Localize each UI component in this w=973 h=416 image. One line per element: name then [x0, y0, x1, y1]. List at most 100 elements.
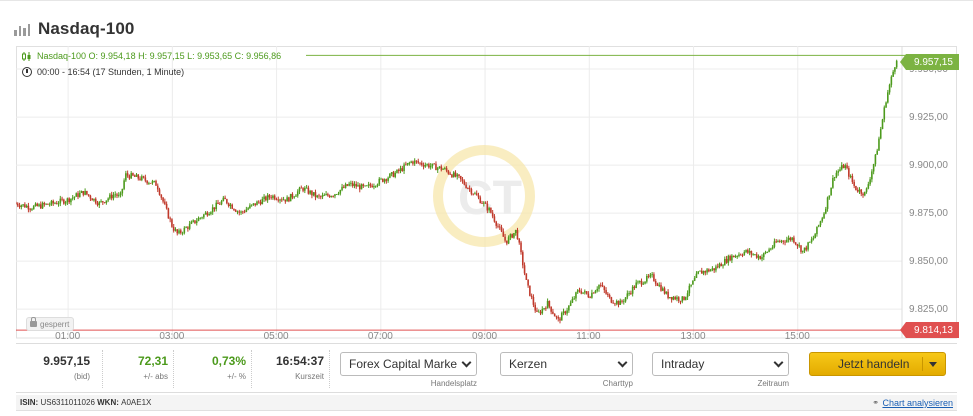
- candle-body: [617, 300, 620, 305]
- candle-body: [521, 252, 524, 266]
- footer: ISIN: US6311011026 WKN: A0AE1X ⚭ Chart a…: [16, 395, 957, 411]
- candle-body: [708, 269, 710, 272]
- candle-body: [436, 167, 439, 171]
- range-legend: 00:00 - 16:54 (17 Stunden, 1 Minute): [22, 67, 184, 77]
- period-select[interactable]: Intraday: [652, 352, 789, 376]
- candle-body: [451, 174, 453, 178]
- candle-body: [830, 187, 832, 196]
- candle-body: [286, 197, 288, 202]
- candle-body: [456, 174, 459, 177]
- candle-body: [117, 194, 120, 196]
- candle-body: [518, 239, 521, 243]
- candle-body: [40, 204, 42, 209]
- candle-body: [378, 178, 381, 185]
- candle-body: [507, 237, 510, 244]
- candle-body: [66, 198, 69, 203]
- candle-body: [638, 280, 641, 282]
- candle-body: [699, 270, 701, 272]
- candle-body: [112, 194, 115, 199]
- candle-body: [415, 160, 418, 162]
- candle-body: [385, 179, 388, 181]
- candle-body: [509, 234, 512, 238]
- candle-body: [688, 285, 691, 294]
- candle-body: [169, 218, 171, 220]
- candle-body: [585, 291, 588, 294]
- select-value: Intraday: [661, 357, 705, 371]
- candle-body: [151, 181, 154, 184]
- candle-body: [257, 201, 260, 203]
- candle-body: [755, 254, 758, 258]
- candle-body: [647, 276, 650, 277]
- candle-body: [371, 185, 373, 188]
- candle-body: [474, 193, 476, 195]
- candle-body: [438, 166, 441, 168]
- candle-body: [20, 205, 23, 207]
- candle-body: [863, 191, 866, 196]
- candle-body: [412, 161, 414, 164]
- candle-body: [96, 203, 99, 206]
- candle-body: [840, 165, 843, 170]
- candle-body: [387, 177, 389, 181]
- candle-body: [862, 193, 864, 196]
- candle-body: [605, 290, 607, 294]
- candle-body: [123, 180, 125, 189]
- candle-body: [408, 162, 411, 164]
- candle-body: [281, 199, 283, 201]
- candle-body: [810, 239, 813, 242]
- candle-body: [45, 203, 47, 205]
- candle-body: [291, 193, 294, 198]
- chart-analyze-link[interactable]: Chart analysieren: [882, 398, 953, 408]
- candle-body: [284, 199, 287, 202]
- link-icon: ⚭: [872, 398, 879, 407]
- candle-body: [229, 204, 232, 206]
- candle-body: [146, 180, 148, 184]
- candle-body: [307, 187, 310, 194]
- candle-body: [279, 199, 281, 201]
- candle-body: [192, 220, 194, 222]
- select-label: Charttyp: [602, 379, 633, 388]
- candle-body: [31, 209, 33, 211]
- candle-body: [821, 218, 824, 222]
- candle-body: [357, 185, 359, 187]
- chart-type-select[interactable]: Kerzen: [500, 352, 633, 376]
- chart-svg[interactable]: 9.950,009.925,009.900,009.875,009.850,00…: [16, 46, 973, 342]
- candle-body: [70, 198, 72, 203]
- candle-body: [805, 247, 808, 250]
- candle-body: [362, 184, 365, 186]
- candle-body: [341, 186, 343, 190]
- caret-down-icon[interactable]: [929, 362, 937, 367]
- candle-body: [624, 297, 627, 302]
- candle-body: [468, 188, 471, 189]
- candle-body: [449, 173, 451, 175]
- trade-now-button[interactable]: Jetzt handeln: [809, 352, 946, 376]
- candle-body: [435, 163, 437, 171]
- candle-body: [537, 311, 540, 313]
- price-chart[interactable]: 9.950,009.925,009.900,009.875,009.850,00…: [16, 46, 973, 342]
- candle-body: [367, 184, 370, 186]
- candle-body: [188, 223, 191, 229]
- candle-body: [302, 188, 304, 191]
- candle-body: [589, 297, 591, 298]
- candle-body: [204, 212, 207, 215]
- candle-body: [894, 67, 896, 72]
- candle-body: [665, 291, 668, 294]
- candle-body: [110, 194, 113, 199]
- locked-badge[interactable]: gesperrt: [26, 317, 75, 331]
- select-value: Forex Capital Marke: [349, 357, 458, 371]
- candle-body: [78, 192, 81, 197]
- candle-body: [640, 280, 643, 285]
- x-tick-label: 11:00: [576, 331, 601, 342]
- candle-body: [867, 184, 870, 189]
- candle-body: [529, 285, 531, 296]
- exchange-select[interactable]: Forex Capital Marke: [340, 352, 477, 376]
- candle-body: [872, 164, 875, 172]
- candle-body: [727, 255, 730, 263]
- candle-body: [243, 211, 246, 213]
- candle-body: [842, 165, 845, 169]
- candle-body: [346, 184, 349, 186]
- candle-body: [84, 190, 86, 195]
- stat-value: 0,73%: [211, 354, 246, 368]
- locked-label: gesperrt: [40, 319, 70, 329]
- candle-body: [233, 208, 235, 211]
- candle-body: [429, 166, 432, 168]
